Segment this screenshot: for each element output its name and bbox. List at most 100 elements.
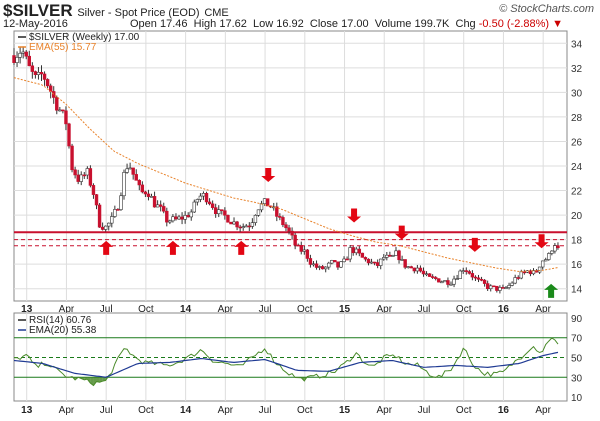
candle-body xyxy=(97,204,102,228)
candle-body xyxy=(461,270,465,272)
rsi14-line xyxy=(13,337,559,387)
candle-body xyxy=(58,109,62,112)
candle-body xyxy=(12,55,16,63)
candle-body xyxy=(262,198,267,204)
rsi-ema20-line xyxy=(13,351,559,378)
close-label: Close xyxy=(309,18,339,30)
quote-summary: Open 17.46 High 17.62 Low 16.92 Close 17… xyxy=(130,18,563,30)
ema55-line xyxy=(13,77,559,272)
candle-body xyxy=(143,191,148,195)
price-x-tick-label: 15 xyxy=(339,304,351,315)
candle-body xyxy=(198,195,203,200)
candle-body xyxy=(275,206,279,217)
rsi-y-tick-label: 70 xyxy=(571,334,583,345)
candle-body xyxy=(168,220,172,223)
rsi-x-tick-label: Oct xyxy=(456,405,472,416)
candle-body xyxy=(302,249,307,252)
candle-body xyxy=(18,52,22,58)
price-y-tick-label: 20 xyxy=(571,211,583,222)
candle-body xyxy=(372,261,377,264)
rsi-oversold-fill xyxy=(93,377,97,386)
candle-body xyxy=(253,215,258,223)
candle-body xyxy=(351,247,355,254)
rsi-x-tick-label: Oct xyxy=(138,405,154,416)
volume-value: 199.7K xyxy=(414,18,450,30)
candle-body xyxy=(137,180,141,186)
price-x-tick-label: Oct xyxy=(297,304,313,315)
candle-body xyxy=(45,79,50,87)
candle-body xyxy=(113,209,117,217)
price-x-tick-label: 16 xyxy=(498,304,510,315)
candle-body xyxy=(458,270,462,279)
candle-body xyxy=(418,267,423,272)
price-x-tick-label: Oct xyxy=(138,304,154,315)
candle-body xyxy=(220,209,224,212)
candle-body xyxy=(265,198,270,207)
rsi-x-tick-label: Jul xyxy=(259,405,272,416)
price-y-tick-label: 32 xyxy=(571,64,583,75)
red-up-arrow xyxy=(234,240,249,255)
candle-body xyxy=(79,174,83,182)
candle-body xyxy=(311,263,316,266)
candle-body xyxy=(82,174,86,177)
candle-body xyxy=(369,261,374,264)
candle-body xyxy=(516,277,520,279)
price-y-tick-label: 16 xyxy=(571,260,583,271)
candle-body xyxy=(42,73,47,80)
candle-body xyxy=(244,225,248,228)
candle-body xyxy=(363,257,368,260)
chg-label: Chg xyxy=(455,18,476,30)
candle-body xyxy=(64,110,68,125)
candle-body xyxy=(308,258,313,265)
candle-body xyxy=(299,245,303,252)
price-y-tick-label: 18 xyxy=(571,236,583,247)
candle-body xyxy=(305,249,310,259)
rsi-x-tick-label: Jul xyxy=(100,405,113,416)
candle-body xyxy=(61,109,65,112)
red-up-arrow xyxy=(165,240,180,255)
candle-body xyxy=(449,283,453,286)
price-x-tick-label: Apr xyxy=(535,304,551,315)
candle-body xyxy=(171,216,175,222)
high-label: High xyxy=(193,18,217,30)
rsi-x-tick-label: 16 xyxy=(498,405,510,416)
low-label: Low xyxy=(252,18,274,30)
candle-body xyxy=(345,258,349,261)
candle-body xyxy=(122,172,126,197)
rsi-x-tick-label: Apr xyxy=(376,405,392,416)
candle-body xyxy=(55,97,59,111)
candle-body xyxy=(103,225,108,230)
price-legend-entry: $SILVER (Weekly) 17.00 xyxy=(29,32,140,43)
candle-body xyxy=(443,280,447,283)
rsi-x-tick-label: 13 xyxy=(21,405,33,416)
candle-body xyxy=(94,194,99,206)
candle-body xyxy=(39,72,44,75)
candle-body xyxy=(394,250,398,256)
red-down-arrow xyxy=(347,208,362,223)
candle-body xyxy=(342,258,346,263)
price-x-tick-label: Apr xyxy=(218,304,234,315)
price-y-tick-label: 30 xyxy=(571,88,583,99)
candle-body xyxy=(100,226,105,230)
candle-body xyxy=(116,209,120,211)
low-value: 16.92 xyxy=(276,18,304,30)
rsi-legend-entry: RSI(14) 60.76 xyxy=(29,315,92,326)
candle-body xyxy=(149,196,154,198)
candle-body xyxy=(52,91,56,98)
candle-body xyxy=(336,261,340,268)
symbol: $SILVER xyxy=(3,1,73,20)
candle-body xyxy=(434,277,438,279)
candle-body xyxy=(91,185,96,195)
candle-body xyxy=(427,273,432,277)
price-y-tick-label: 24 xyxy=(571,162,583,173)
candle-body xyxy=(492,285,496,288)
candle-body xyxy=(88,168,93,186)
red-up-arrow xyxy=(99,240,114,255)
rsi-x-tick-label: Apr xyxy=(218,405,234,416)
price-x-tick-label: Jul xyxy=(259,304,272,315)
price-x-tick-label: Jul xyxy=(418,304,431,315)
candle-body xyxy=(522,271,527,274)
candle-body xyxy=(210,203,215,208)
candle-body xyxy=(397,250,401,261)
candle-body xyxy=(348,247,352,260)
